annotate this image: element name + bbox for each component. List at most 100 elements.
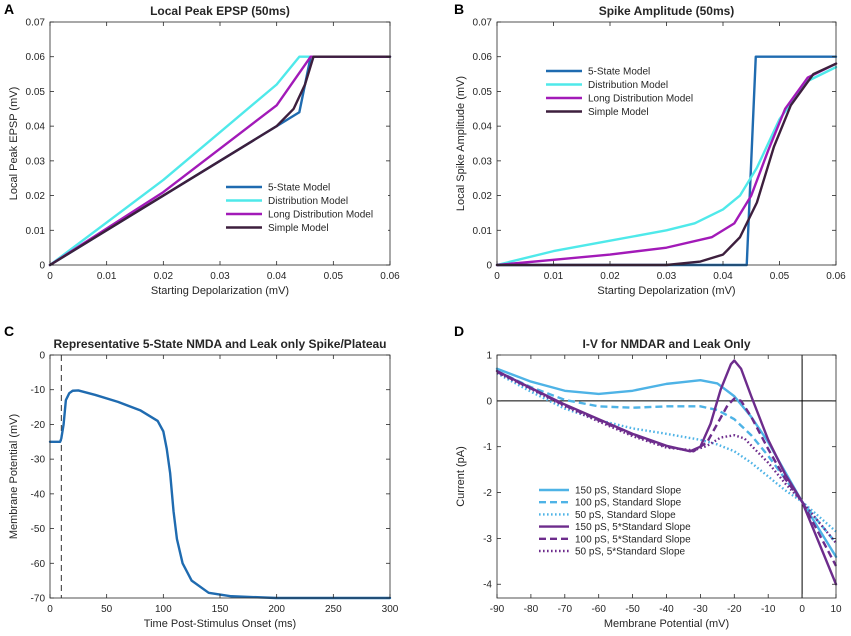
panel-d-title: I-V for NMDAR and Leak Only: [582, 337, 750, 351]
panel-d-ytick-label: -3: [483, 534, 492, 545]
panel-d-xtick-label: -30: [693, 604, 708, 615]
panel-b-plot-area: [497, 22, 836, 265]
panel-a-yaxis-label: Local Peak EPSP (mV): [8, 87, 20, 201]
panel-a-xtick-label: 0.03: [210, 271, 230, 282]
panel-a-ytick-label: 0: [39, 261, 45, 272]
panel-d-xtick-label: -90: [490, 604, 505, 615]
panel-c-xtick-label: 100: [155, 604, 172, 615]
panel-d-series-3: [496, 372, 837, 533]
panel-d-xaxis-label: Membrane Potential (mV): [604, 618, 729, 630]
panel-a-xtick-label: 0.05: [324, 271, 344, 282]
panel-d-ytick-label: -2: [483, 488, 492, 499]
panel-b-ytick-label: 0.05: [473, 87, 493, 98]
panel-a-ytick-label: 0.06: [26, 52, 46, 63]
panel-b-ytick-label: 0.02: [473, 191, 493, 202]
panel-c-xtick-label: 50: [101, 604, 113, 615]
panel-b-xtick-label: 0.05: [770, 271, 790, 282]
panel-c-letter: C: [4, 323, 14, 339]
panel-b-yaxis-label: Local Spike Amplitude (mV): [455, 76, 467, 211]
panel-a-letter: A: [4, 1, 14, 17]
panel-a-ytick-label: 0.02: [26, 191, 46, 202]
panel-a-xtick-label: 0: [47, 271, 53, 282]
panel-b-xtick-label: 0.01: [544, 271, 564, 282]
panel-a-ytick-label: 0.03: [26, 156, 46, 167]
panel-b-legend-label: Distribution Model: [588, 80, 668, 91]
panel-d-letter: D: [454, 323, 464, 339]
panel-b-series-2: [495, 65, 838, 267]
panel-a-xtick-label: 0.01: [97, 271, 117, 282]
panel-c-plot-area: [50, 355, 390, 598]
panel-a-chart: A Local Peak EPSP (50ms) 0 0.01 0.02 0.03 0.04…: [4, 1, 400, 297]
panel-b-xaxis-label: Starting Depolarization (mV): [597, 285, 735, 297]
panel-d-xtick-label: -50: [625, 604, 640, 615]
panel-a-legend-label: 5-State Model: [268, 183, 330, 194]
panel-c-ytick-label: -20: [31, 420, 46, 431]
panel-d-legend-label: 150 pS, Standard Slope: [575, 486, 682, 497]
panel-b-series-3: [495, 62, 838, 267]
panel-d-xtick-label: -80: [524, 604, 539, 615]
panel-d-xtick-label: -60: [591, 604, 606, 615]
panel-c-ytick-label: 0: [39, 351, 45, 362]
panel-b-ytick-label: 0.04: [473, 122, 493, 133]
panel-a-ytick-label: 0.07: [26, 18, 46, 29]
panel-a-title: Local Peak EPSP (50ms): [150, 4, 290, 18]
panel-c-xtick-label: 300: [382, 604, 399, 615]
panel-b-xtick-label: 0.04: [713, 271, 733, 282]
panel-d-legend-box: [533, 481, 685, 559]
panel-a-ytick-label: 0.04: [26, 122, 46, 133]
panel-c-series-1: [48, 389, 392, 600]
panel-a-series-4: [48, 55, 392, 267]
panel-d-legend-label: 100 pS, Standard Slope: [575, 498, 682, 509]
panel-c-ytick-label: -50: [31, 524, 46, 535]
panel-a-ytick-label: 0.01: [26, 226, 46, 237]
panel-d-legend-label: 150 pS, 5*Standard Slope: [575, 522, 691, 533]
panel-d-series-4: [495, 359, 838, 586]
panel-b-xtick-label: 0.02: [600, 271, 620, 282]
panel-b-legend-label: Simple Model: [588, 107, 649, 118]
panel-d-legend-label: 50 pS, 5*Standard Slope: [575, 547, 686, 558]
panel-d-ytick-label: -1: [483, 442, 492, 453]
panel-b-ytick-label: 0: [486, 261, 492, 272]
panel-a-legend-label: Simple Model: [268, 223, 329, 234]
panel-d-chart: D I-V for NMDAR and Leak Only -90 -80 -70 -60…: [454, 323, 842, 630]
panel-b-ytick-label: 0.07: [473, 18, 493, 29]
panel-d-xtick-label: 0: [799, 604, 805, 615]
panel-d-ytick-label: 1: [486, 351, 492, 362]
panel-c-ytick-label: -60: [31, 559, 46, 570]
panel-c-chart: C Representative 5-State NMDA and Leak on…: [4, 323, 399, 630]
panel-d-yaxis-label: Current (pA): [455, 446, 467, 507]
panel-b-xtick-label: 0.06: [826, 271, 846, 282]
panel-c-yaxis-label: Membrane Potential (mV): [8, 414, 20, 539]
panel-b-xtick-label: 0.03: [657, 271, 677, 282]
panel-c-ytick-label: -40: [31, 489, 46, 500]
panel-d-xtick-label: -70: [558, 604, 573, 615]
panel-b-title: Spike Amplitude (50ms): [599, 4, 735, 18]
panel-b-legend-label: Long Distribution Model: [588, 94, 693, 105]
panel-c-xtick-label: 250: [325, 604, 342, 615]
panel-c-xtick-label: 200: [268, 604, 285, 615]
panel-c-ytick-label: -70: [31, 594, 46, 605]
panel-a-xtick-label: 0.02: [154, 271, 174, 282]
panel-b-ytick-label: 0.06: [473, 52, 493, 63]
panel-a-xtick-label: 0.06: [380, 271, 400, 282]
panel-a-legend-label: Distribution Model: [268, 196, 348, 207]
panel-b-chart: B Spike Amplitude (50ms) 0 0.01 0.02 0.03 0.04…: [454, 1, 846, 297]
panel-d-series-2: [496, 369, 837, 544]
panel-b-ytick-label: 0.03: [473, 156, 493, 167]
panel-d-legend-label: 100 pS, 5*Standard Slope: [575, 534, 691, 545]
panel-b-legend-label: 5-State Model: [588, 67, 650, 78]
panel-b-series-4: [495, 62, 838, 267]
panel-a-xaxis-label: Starting Depolarization (mV): [151, 285, 289, 297]
panel-c-title: Representative 5-State NMDA and Leak onl…: [54, 337, 387, 351]
panel-c-ytick-label: -10: [31, 385, 46, 396]
panel-d-xtick-label: -20: [727, 604, 742, 615]
panel-b-ytick-label: 0.01: [473, 226, 493, 237]
panel-a-ytick-label: 0.05: [26, 87, 46, 98]
panel-b-letter: B: [454, 1, 464, 17]
panel-c-ytick-label: -30: [31, 455, 46, 466]
panel-d-xtick-label: -10: [761, 604, 776, 615]
panel-d-ytick-label: 0: [486, 396, 492, 407]
panel-b-xtick-label: 0: [494, 271, 500, 282]
panel-d-xtick-label: -40: [659, 604, 674, 615]
